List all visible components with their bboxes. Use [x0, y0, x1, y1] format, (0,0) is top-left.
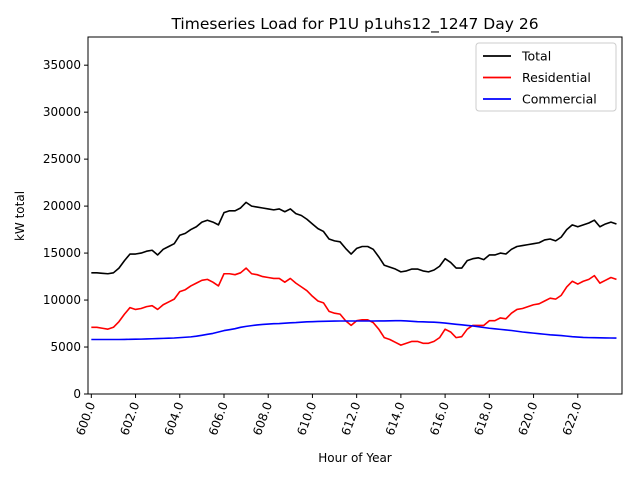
legend-label-commercial: Commercial: [522, 92, 597, 107]
y-tick-label: 25000: [43, 152, 81, 166]
legend-label-total: Total: [521, 49, 551, 64]
y-tick-label: 30000: [43, 105, 81, 119]
x-axis-label: Hour of Year: [318, 451, 392, 465]
chart-title: Timeseries Load for P1U p1uhs12_1247 Day…: [170, 15, 538, 34]
y-tick-label: 15000: [43, 246, 81, 260]
series-line-commercial: [91, 319, 617, 341]
y-axis: 0 5000 10000 15000 20000 25000 30000 35000: [43, 58, 88, 401]
y-axis-label: kW total: [13, 191, 27, 241]
series-line-residential: [91, 267, 617, 346]
y-tick-label: 35000: [43, 58, 81, 72]
y-tick-label: 20000: [43, 199, 81, 213]
legend: Total Residential Commercial: [475, 42, 617, 112]
series-line-total: [91, 201, 617, 275]
plot-frame: [87, 36, 623, 395]
y-tick-label: 0: [73, 387, 81, 401]
y-tick-label: 5000: [50, 340, 81, 354]
plot-lines: [91, 201, 617, 346]
y-tick-label: 10000: [43, 293, 81, 307]
legend-label-residential: Residential: [522, 70, 591, 85]
legend-box: [475, 42, 617, 112]
